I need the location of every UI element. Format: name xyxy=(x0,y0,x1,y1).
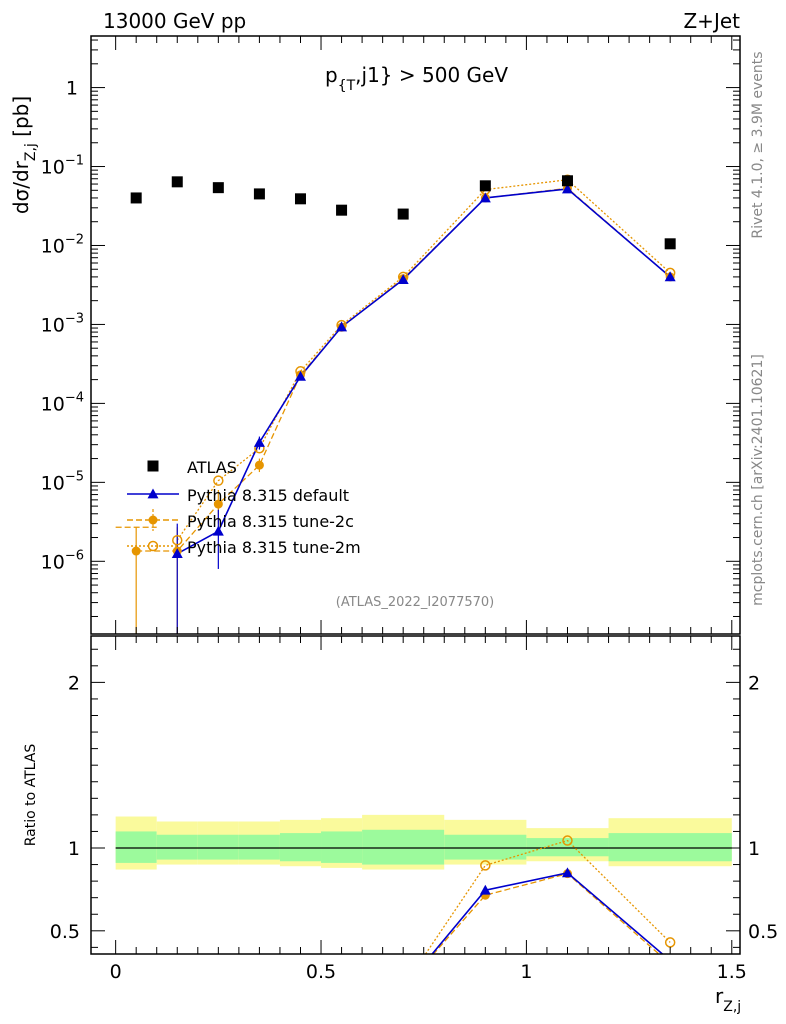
ratio-band-inner xyxy=(197,834,239,860)
data-point-0-0 xyxy=(130,192,142,204)
ratio-line-2 xyxy=(424,839,671,954)
data-point-1-0 xyxy=(171,548,183,559)
process-label: Z+Jet xyxy=(683,9,740,33)
data-point-0-9 xyxy=(664,238,676,250)
data-point-0-3 xyxy=(253,188,265,200)
ratio-band-inner xyxy=(608,833,732,862)
ratio-series-group xyxy=(424,835,676,954)
data-point-0-4 xyxy=(294,193,306,205)
y-tick-label: 10−4 xyxy=(41,390,84,415)
ratio-point-2-3 xyxy=(664,937,676,948)
ratio-y-axis-label: Ratio to ATLAS xyxy=(23,744,39,847)
y-tick-label: 10−2 xyxy=(41,232,84,257)
ratio-band-inner xyxy=(115,831,157,863)
data-point-1-3 xyxy=(294,370,306,381)
data-point-1-5 xyxy=(397,274,409,284)
ratio-band-inner xyxy=(526,838,609,857)
data-point-1-8 xyxy=(664,271,676,282)
ratio-line-1 xyxy=(432,872,660,954)
ratio-point-0-1 xyxy=(479,884,491,895)
legend-label-3: Pythia 8.315 tune-2m xyxy=(187,538,361,557)
data-point-0-1 xyxy=(171,176,183,188)
ratio-y-tick-label-right: 2 xyxy=(748,672,760,694)
legend-label-1: Pythia 8.315 default xyxy=(187,486,349,505)
data-point-0-8 xyxy=(561,175,573,187)
ratio-band-inner xyxy=(156,834,198,860)
ratio-line-0 xyxy=(431,871,664,954)
energy-label: 13000 GeV pp xyxy=(103,9,246,33)
data-point-1-1 xyxy=(212,525,224,536)
legend-marker-1 xyxy=(147,488,159,499)
data-point-1-2 xyxy=(253,436,265,447)
ratio-point-2-1 xyxy=(480,860,491,871)
data-point-2-2 xyxy=(213,499,223,509)
main-axes: 10−6 10−5 10−4 10−3 10−2 10−1 1 xyxy=(41,36,740,634)
data-point-3-1 xyxy=(213,475,224,486)
plot-title: p{T,j1} > 500 GeV xyxy=(325,63,508,94)
legend-marker-3 xyxy=(147,540,159,552)
main-frame xyxy=(90,35,741,635)
y-tick-label: 10−5 xyxy=(41,469,84,494)
data-point-2-0 xyxy=(131,546,141,556)
ratio-point-2-2 xyxy=(562,835,573,846)
ratio-bands xyxy=(115,814,732,870)
legend-marker-2 xyxy=(148,515,158,525)
legend: ATLAS Pythia 8.315 default Pythia 8.315 tu… xyxy=(127,458,361,557)
x-tick-label: 0.5 xyxy=(306,961,336,983)
ratio-band-inner xyxy=(279,833,322,862)
legend-label-2: Pythia 8.315 tune-2c xyxy=(187,512,354,531)
y-tick-label: 1 xyxy=(66,78,78,100)
data-point-1-7 xyxy=(561,183,573,194)
ratio-band-inner xyxy=(362,829,445,865)
y-tick-label: 10−6 xyxy=(41,548,84,573)
data-point-0-2 xyxy=(212,182,224,194)
data-point-0-6 xyxy=(397,208,409,220)
ratio-band-inner xyxy=(321,831,363,863)
legend-marker-0 xyxy=(147,460,159,472)
data-point-1-4 xyxy=(336,321,348,332)
x-axis-label: rZ,j xyxy=(715,984,741,1015)
main-series-group xyxy=(115,174,676,634)
ratio-y-tick-label-right: 1 xyxy=(748,838,760,860)
ratio-y-tick-label-right: 0.5 xyxy=(748,921,778,943)
analysis-watermark: (ATLAS_2022_I2077570) xyxy=(336,595,494,610)
ratio-point-0-2 xyxy=(561,867,573,878)
ratio-y-tick-label-left: 0.5 xyxy=(50,921,80,943)
x-tick-label: 0 xyxy=(110,961,122,983)
ratio-frame xyxy=(90,635,741,955)
data-point-1-6 xyxy=(479,192,491,203)
rivet-version-label: Rivet 4.1.0, ≥ 3.9M events xyxy=(750,51,766,238)
ratio-y-tick-label-left: 2 xyxy=(68,672,80,694)
legend-label-0: ATLAS xyxy=(187,458,237,477)
y-tick-label: 10−3 xyxy=(41,311,84,336)
data-point-2-3 xyxy=(254,460,264,470)
ratio-y-tick-label-left: 1 xyxy=(68,838,80,860)
main-y-axis-label: dσ/drZ,j [pb] xyxy=(9,96,39,214)
mcplots-label: mcplots.cern.ch [arXiv:2401.10621] xyxy=(750,354,766,606)
y-tick-label: 10−1 xyxy=(41,154,84,179)
x-tick-label: 1.5 xyxy=(717,961,747,983)
ratio-axes: 0.5 0.5 1 1 2 2 0 0.5 1 1.5 xyxy=(50,636,778,983)
data-point-0-7 xyxy=(479,180,491,192)
data-point-3-0 xyxy=(172,534,183,546)
data-point-0-5 xyxy=(336,204,348,216)
ratio-band-inner xyxy=(444,834,527,860)
x-tick-label: 1 xyxy=(520,961,532,983)
ratio-band-inner xyxy=(238,834,280,860)
